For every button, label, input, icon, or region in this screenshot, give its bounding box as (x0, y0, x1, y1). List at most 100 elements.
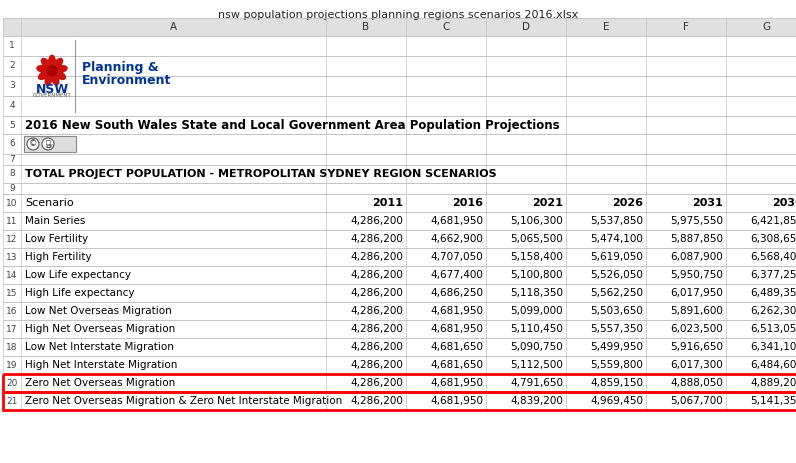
Text: 1: 1 (9, 42, 15, 50)
Text: Low Net Interstate Migration: Low Net Interstate Migration (25, 342, 174, 352)
Text: ©: © (29, 139, 37, 149)
Text: 5,141,350: 5,141,350 (750, 396, 796, 406)
Text: 4,707,050: 4,707,050 (431, 252, 483, 262)
Text: A: A (170, 22, 177, 32)
Text: 9: 9 (9, 184, 15, 193)
Text: 12: 12 (6, 234, 18, 244)
Text: 4,681,650: 4,681,650 (430, 360, 483, 370)
Text: 4,888,050: 4,888,050 (670, 378, 723, 388)
Text: 4,286,200: 4,286,200 (350, 270, 403, 280)
Text: High Net Overseas Migration: High Net Overseas Migration (25, 324, 175, 334)
Ellipse shape (53, 58, 63, 69)
Text: 6,017,300: 6,017,300 (670, 360, 723, 370)
Text: 5,619,050: 5,619,050 (590, 252, 643, 262)
Text: 4,662,900: 4,662,900 (430, 234, 483, 244)
Text: 4,681,950: 4,681,950 (430, 324, 483, 334)
Ellipse shape (51, 72, 60, 86)
Text: 4,969,450: 4,969,450 (590, 396, 643, 406)
Ellipse shape (38, 70, 51, 80)
Ellipse shape (41, 58, 52, 69)
Text: ⓒ: ⓒ (45, 139, 50, 149)
Text: 4,286,200: 4,286,200 (350, 324, 403, 334)
Text: 14: 14 (6, 270, 18, 280)
Text: TOTAL PROJECT POPULATION - METROPOLITAN SYDNEY REGION SCENARIOS: TOTAL PROJECT POPULATION - METROPOLITAN … (25, 169, 497, 179)
Text: C: C (443, 22, 450, 32)
Text: 2021: 2021 (532, 198, 563, 208)
Text: 6,341,100: 6,341,100 (750, 342, 796, 352)
Text: 11: 11 (6, 217, 18, 225)
Text: D: D (522, 22, 530, 32)
Ellipse shape (48, 55, 56, 69)
Text: 8: 8 (9, 169, 15, 179)
Text: 5,891,600: 5,891,600 (670, 306, 723, 316)
Text: 2016: 2016 (452, 198, 483, 208)
Ellipse shape (53, 70, 66, 80)
Text: 6,513,050: 6,513,050 (750, 324, 796, 334)
Text: 4,286,200: 4,286,200 (350, 378, 403, 388)
Text: 19: 19 (6, 361, 18, 369)
Text: 5,099,000: 5,099,000 (510, 306, 563, 316)
Bar (3, 374, 796, 392)
Bar (3, 18, 796, 36)
Text: 4,681,950: 4,681,950 (430, 216, 483, 226)
Text: 4,681,650: 4,681,650 (430, 342, 483, 352)
Text: 4,286,200: 4,286,200 (350, 234, 403, 244)
Text: 5,067,700: 5,067,700 (670, 396, 723, 406)
Text: 4: 4 (10, 101, 15, 111)
Text: High Life expectancy: High Life expectancy (25, 288, 135, 298)
Text: BY: BY (47, 144, 53, 149)
Text: 4,677,400: 4,677,400 (430, 270, 483, 280)
Text: 2016 New South Wales State and Local Government Area Population Projections: 2016 New South Wales State and Local Gov… (25, 119, 560, 131)
Text: 6,023,500: 6,023,500 (670, 324, 723, 334)
Bar (24, 136, 76, 152)
Text: Scenario: Scenario (25, 198, 73, 208)
Text: 6,421,850: 6,421,850 (750, 216, 796, 226)
Circle shape (42, 138, 54, 150)
Text: 3: 3 (9, 81, 15, 90)
Text: 6,262,300: 6,262,300 (750, 306, 796, 316)
Bar (3, 392, 796, 410)
Text: 5,100,800: 5,100,800 (510, 270, 563, 280)
Text: 4,681,950: 4,681,950 (430, 396, 483, 406)
Text: Zero Net Overseas Migration: Zero Net Overseas Migration (25, 378, 175, 388)
Text: 2031: 2031 (693, 198, 723, 208)
Text: nsw population projections planning regions scenarios 2016.xlsx: nsw population projections planning regi… (218, 10, 578, 20)
Text: 5,887,850: 5,887,850 (670, 234, 723, 244)
Text: 5,950,750: 5,950,750 (670, 270, 723, 280)
Text: 5,106,300: 5,106,300 (510, 216, 563, 226)
Text: 5,090,750: 5,090,750 (510, 342, 563, 352)
Text: 5,110,450: 5,110,450 (510, 324, 563, 334)
Text: 2011: 2011 (372, 198, 403, 208)
Text: B: B (362, 22, 369, 32)
Text: 4,286,200: 4,286,200 (350, 252, 403, 262)
Text: Planning &: Planning & (82, 61, 158, 74)
Text: 6,489,350: 6,489,350 (750, 288, 796, 298)
Text: 5,065,500: 5,065,500 (510, 234, 563, 244)
Text: GOVERNMENT: GOVERNMENT (33, 93, 72, 98)
Text: 5,118,350: 5,118,350 (510, 288, 563, 298)
Text: 2026: 2026 (612, 198, 643, 208)
Text: 5,526,050: 5,526,050 (590, 270, 643, 280)
Text: 5,503,650: 5,503,650 (590, 306, 643, 316)
Text: 4,681,950: 4,681,950 (430, 378, 483, 388)
Text: 6,377,250: 6,377,250 (750, 270, 796, 280)
Text: 4,286,200: 4,286,200 (350, 288, 403, 298)
Text: 2: 2 (10, 62, 15, 70)
Text: Environment: Environment (82, 74, 171, 87)
Text: NSW: NSW (36, 82, 68, 95)
Text: 7: 7 (9, 155, 15, 164)
Ellipse shape (54, 65, 68, 73)
Text: 10: 10 (6, 199, 18, 207)
Text: 21: 21 (6, 396, 18, 406)
Text: 4,286,200: 4,286,200 (350, 360, 403, 370)
Text: 6: 6 (9, 139, 15, 149)
Text: 5,474,100: 5,474,100 (590, 234, 643, 244)
Text: 4,286,200: 4,286,200 (350, 342, 403, 352)
Text: 16: 16 (6, 307, 18, 315)
Text: 4,286,200: 4,286,200 (350, 216, 403, 226)
Text: 4,286,200: 4,286,200 (350, 396, 403, 406)
Text: Low Fertility: Low Fertility (25, 234, 88, 244)
Text: 18: 18 (6, 343, 18, 351)
Text: High Fertility: High Fertility (25, 252, 92, 262)
Text: 6,568,400: 6,568,400 (750, 252, 796, 262)
